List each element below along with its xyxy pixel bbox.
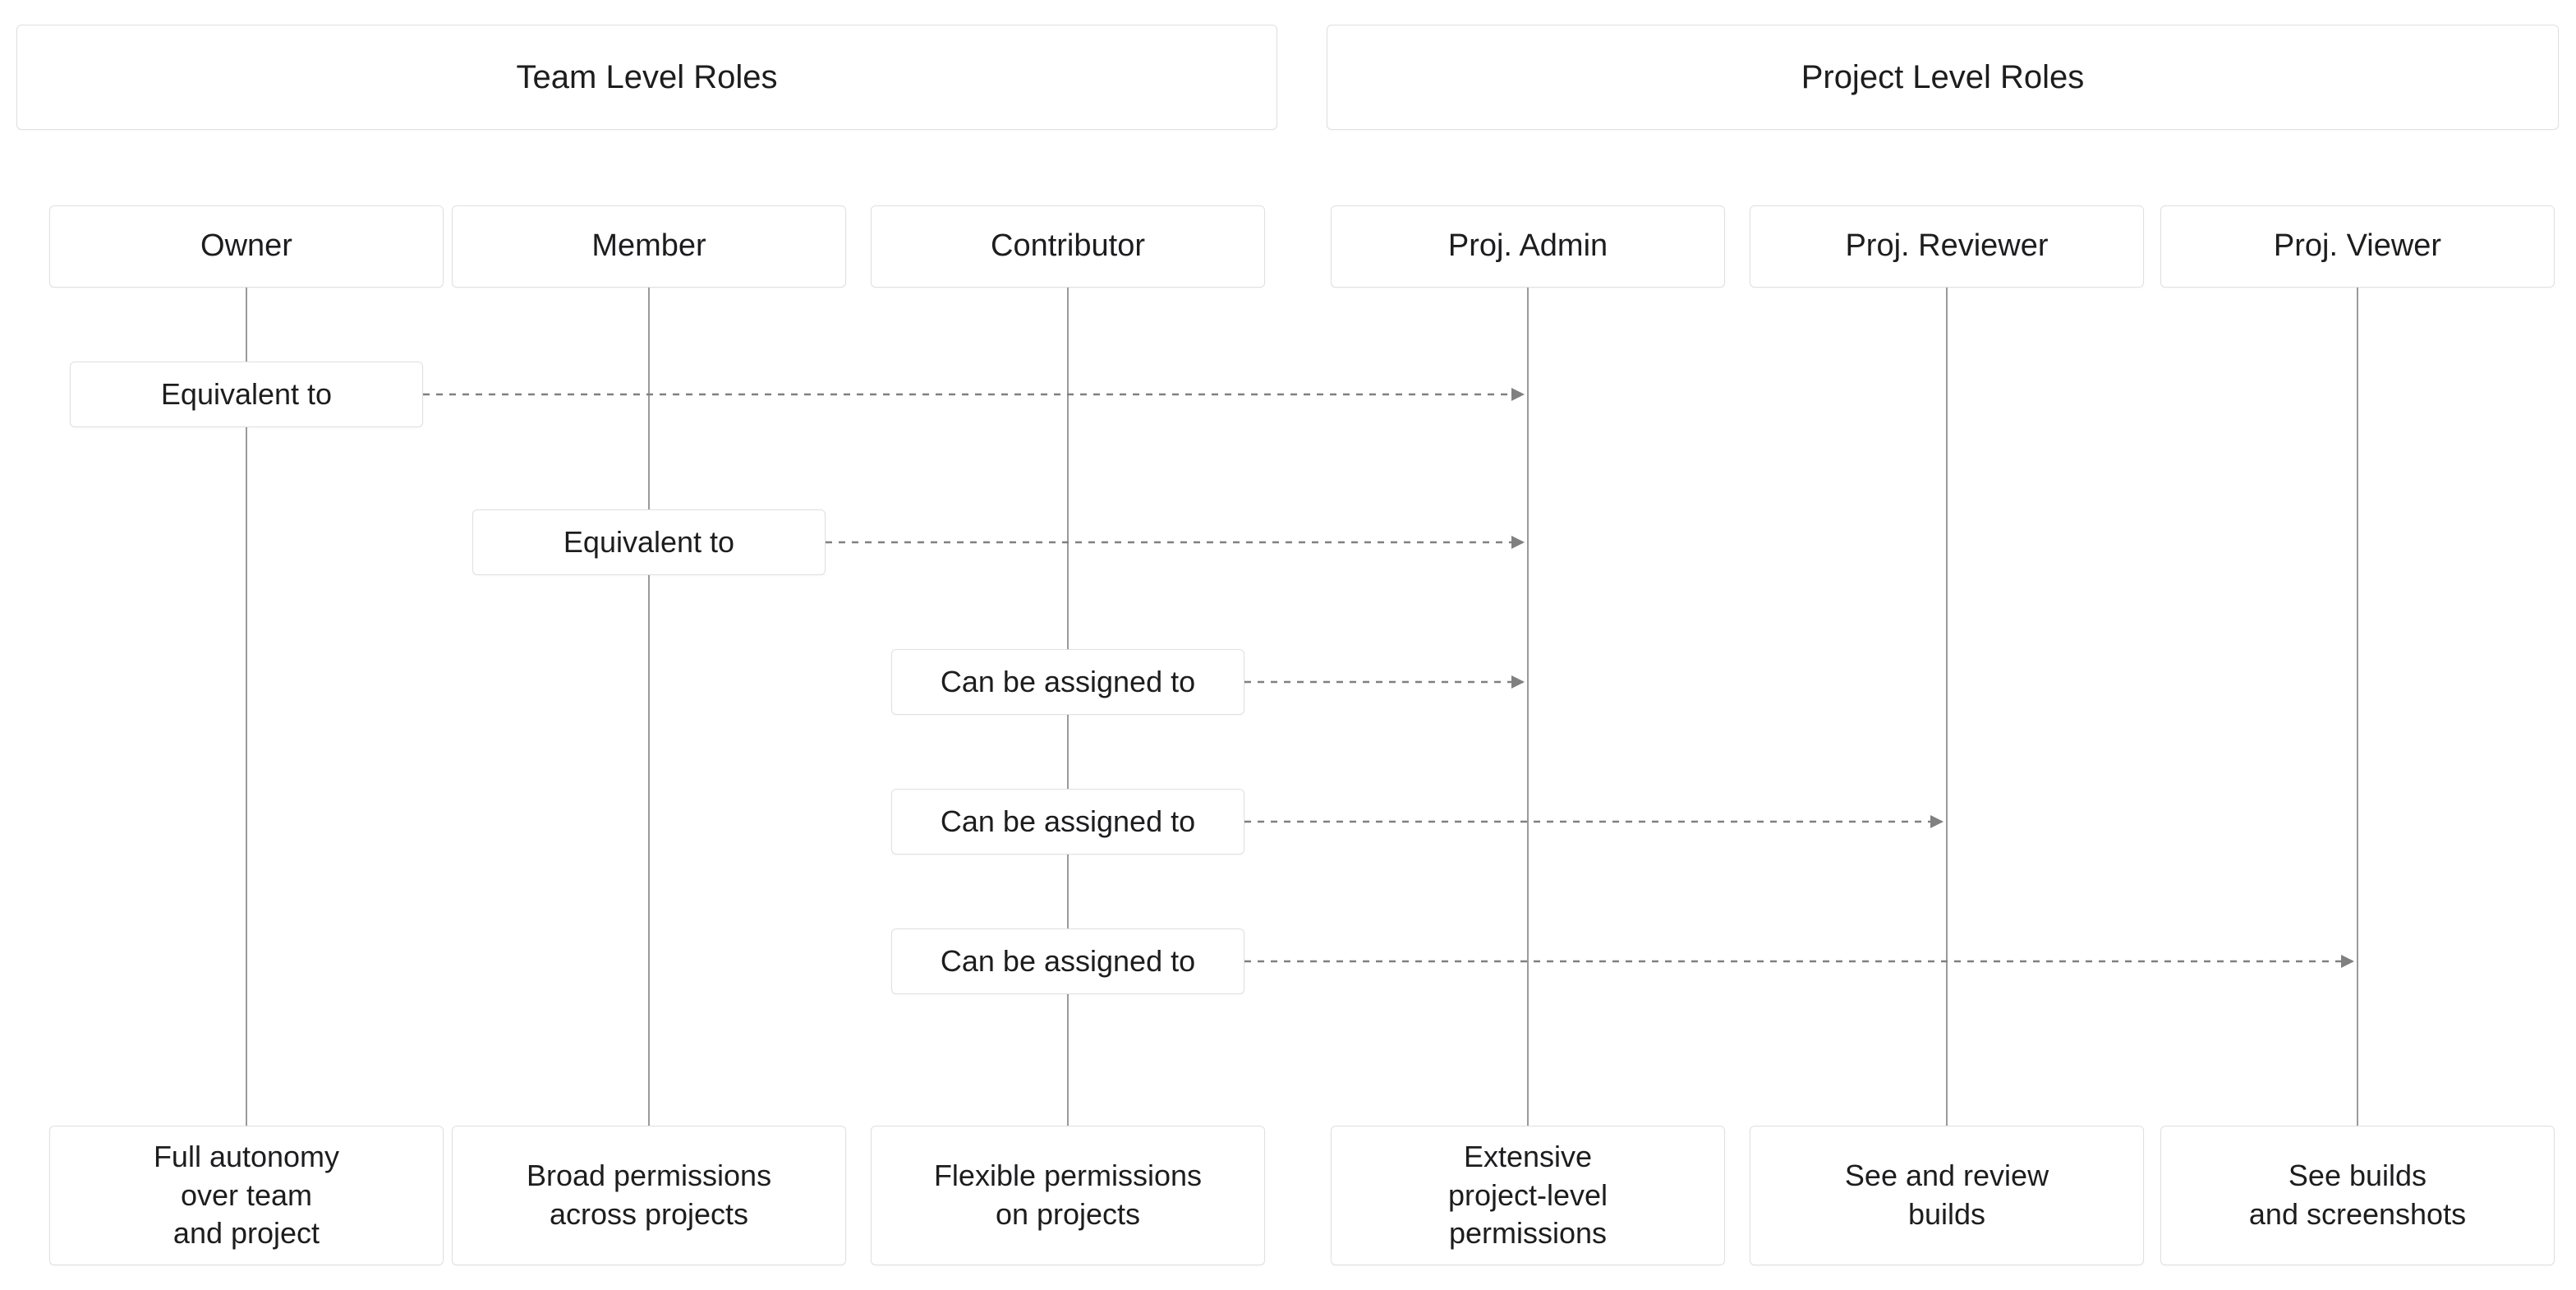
group-header: Project Level Roles <box>1327 25 2559 130</box>
role-contributor: Contributor <box>871 205 1265 288</box>
role-owner: Owner <box>49 205 444 288</box>
message-label: Can be assigned to <box>891 649 1244 715</box>
message-label: Can be assigned to <box>891 789 1244 855</box>
role-proj_viewer: Proj. Viewer <box>2160 205 2555 288</box>
roles-sequence-diagram: Team Level Roles Project Level Roles Owner… <box>0 0 2576 1290</box>
role-proj_review: Proj. Reviewer <box>1750 205 2144 288</box>
role-desc-proj_viewer: See builds and screenshots <box>2160 1126 2555 1265</box>
role-member: Member <box>452 205 846 288</box>
role-desc-proj_review: See and review builds <box>1750 1126 2144 1265</box>
role-proj_admin: Proj. Admin <box>1331 205 1725 288</box>
message-label: Can be assigned to <box>891 928 1244 994</box>
role-desc-contributor: Flexible permissions on projects <box>871 1126 1265 1265</box>
diagram-lines <box>0 0 2576 1290</box>
role-desc-owner: Full autonomy over team and project <box>49 1126 444 1265</box>
group-header: Team Level Roles <box>16 25 1277 130</box>
message-label: Equivalent to <box>70 362 423 427</box>
role-desc-proj_admin: Extensive project-level permissions <box>1331 1126 1725 1265</box>
role-desc-member: Broad permissions across projects <box>452 1126 846 1265</box>
message-label: Equivalent to <box>472 509 826 575</box>
